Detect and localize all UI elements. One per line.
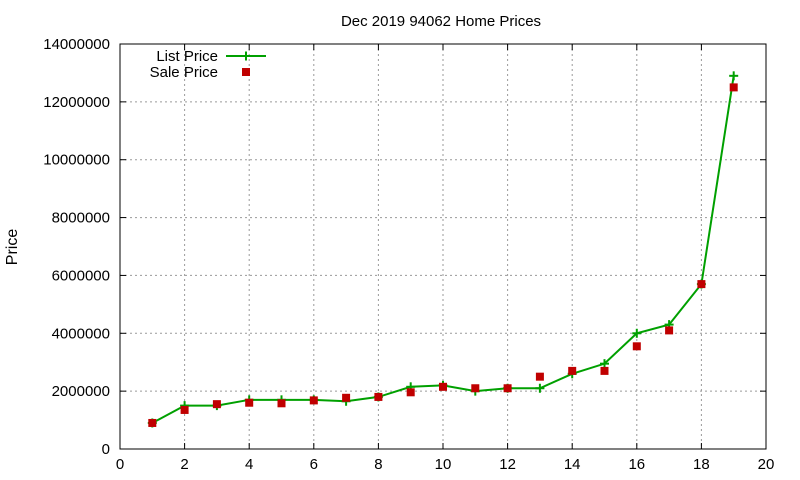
legend-label-sale-price: Sale Price	[150, 64, 218, 81]
sale-price-point	[568, 366, 577, 375]
sale-price-point	[665, 326, 674, 335]
sale-price-point	[342, 393, 351, 402]
y-tick-label: 6000000	[52, 267, 110, 284]
series-layer	[147, 71, 739, 428]
ticks-layer: 0 2 4 6 8 10 12 14 16 18 20 0 2000000 4000000 6000000 8…	[43, 36, 774, 473]
legend-label-list-price: List Price	[156, 48, 218, 65]
x-tick-label: 10	[435, 456, 452, 473]
sale-price-point	[212, 400, 221, 409]
chart-title: Dec 2019 94062 Home Prices	[341, 13, 541, 30]
x-tick-label: 8	[374, 456, 382, 473]
y-tick-label: 10000000	[43, 152, 110, 169]
x-tick-label: 12	[499, 456, 516, 473]
x-tick-label: 18	[693, 456, 710, 473]
list-price-point	[632, 328, 642, 338]
legend: List Price Sale Price	[150, 48, 266, 81]
legend-marker-list-price	[241, 51, 251, 61]
sale-price-point	[471, 384, 480, 393]
sale-price-point	[632, 342, 641, 351]
sale-price-point	[148, 418, 157, 427]
sale-price-point	[697, 280, 706, 289]
sale-price-point	[374, 392, 383, 401]
x-tick-label: 0	[116, 456, 124, 473]
x-tick-label: 16	[628, 456, 645, 473]
y-axis-label: Price	[4, 229, 21, 266]
sale-price-point	[535, 372, 544, 381]
sale-price-point	[277, 399, 286, 408]
x-tick-label: 4	[245, 456, 253, 473]
list-price-point	[535, 383, 545, 393]
sale-price-point	[503, 384, 512, 393]
legend-swatches	[226, 51, 266, 76]
x-tick-label: 20	[758, 456, 775, 473]
x-tick-label: 2	[180, 456, 188, 473]
x-tick-label: 6	[310, 456, 318, 473]
y-tick-label: 4000000	[52, 325, 110, 342]
y-tick-label: 0	[102, 441, 110, 458]
list-price-point	[600, 359, 609, 369]
legend-swatch-sale-price	[242, 68, 250, 76]
sale-price-point	[600, 366, 609, 375]
y-tick-label: 2000000	[52, 383, 110, 400]
sale-price-point	[439, 382, 447, 391]
sale-price-point	[406, 388, 415, 397]
sale-price-point	[729, 83, 738, 92]
sale-price-point	[180, 405, 189, 414]
x-tick-label: 14	[564, 456, 581, 473]
sale-price-point	[245, 398, 254, 407]
y-tick-label: 12000000	[43, 94, 110, 111]
y-tick-label: 8000000	[52, 210, 110, 227]
y-tick-label: 14000000	[43, 36, 110, 53]
list-price-point	[729, 71, 739, 81]
sale-price-point	[309, 396, 318, 405]
